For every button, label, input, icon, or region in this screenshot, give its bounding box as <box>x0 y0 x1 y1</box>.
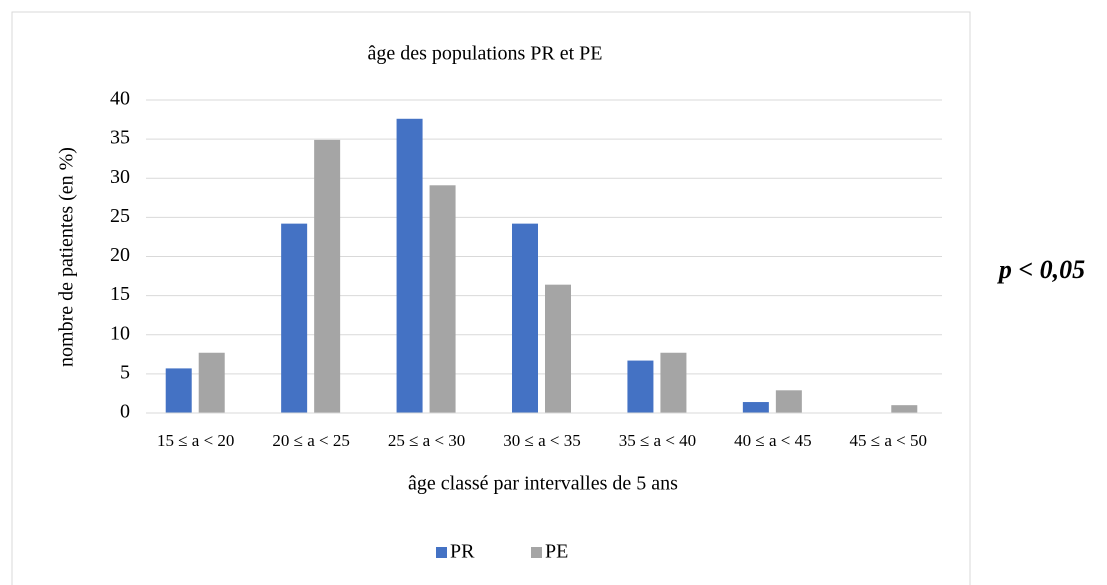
chart-title: âge des populations PR et PE <box>368 43 603 65</box>
x-axis-title: âge classé par intervalles de 5 ans <box>408 473 678 495</box>
bar <box>165 368 192 413</box>
x-tick-label: 15 ≤ a < 20 <box>157 431 234 450</box>
bar <box>396 118 423 413</box>
bar <box>281 223 308 413</box>
bar <box>512 223 538 413</box>
y-tick-label: 5 <box>120 361 130 383</box>
bar <box>891 405 918 413</box>
x-tick-label: 20 ≤ a < 25 <box>272 431 349 450</box>
bar <box>198 352 225 413</box>
legend-swatch <box>531 547 542 558</box>
y-axis-title: nombre de patientes (en %) <box>56 147 78 367</box>
y-tick-label: 40 <box>110 88 130 110</box>
x-tick-label: 25 ≤ a < 30 <box>388 431 465 450</box>
y-tick-label: 0 <box>120 401 130 423</box>
legend-label: PE <box>545 541 568 563</box>
legend-swatch <box>436 547 447 558</box>
y-tick-label: 15 <box>110 283 130 305</box>
x-tick-label: 45 ≤ a < 50 <box>850 431 927 450</box>
annotation: p < 0,05 <box>997 255 1085 284</box>
bar <box>314 139 341 413</box>
bar <box>775 390 802 413</box>
x-tick-label: 40 ≤ a < 45 <box>734 431 811 450</box>
bar <box>660 352 687 413</box>
y-tick-label: 35 <box>110 127 130 149</box>
x-tick-label: 35 ≤ a < 40 <box>619 431 696 450</box>
bar <box>742 402 769 413</box>
y-tick-label: 30 <box>110 166 130 188</box>
bar <box>429 185 456 413</box>
y-tick-label: 20 <box>110 244 130 266</box>
x-tick-label: 30 ≤ a < 35 <box>503 431 580 450</box>
y-tick-label: 10 <box>110 322 130 344</box>
chart-frame <box>11 11 971 585</box>
legend-label: PR <box>450 541 475 563</box>
bar <box>627 360 654 413</box>
y-tick-label: 25 <box>110 205 130 227</box>
bar <box>545 284 571 413</box>
